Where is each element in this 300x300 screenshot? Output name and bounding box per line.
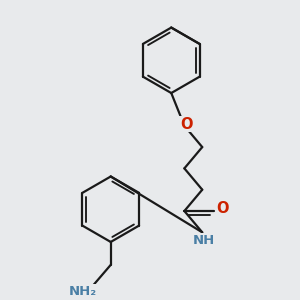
- Text: NH₂: NH₂: [69, 285, 97, 298]
- Text: O: O: [180, 117, 192, 132]
- Text: NH: NH: [193, 234, 215, 247]
- Text: O: O: [217, 201, 229, 216]
